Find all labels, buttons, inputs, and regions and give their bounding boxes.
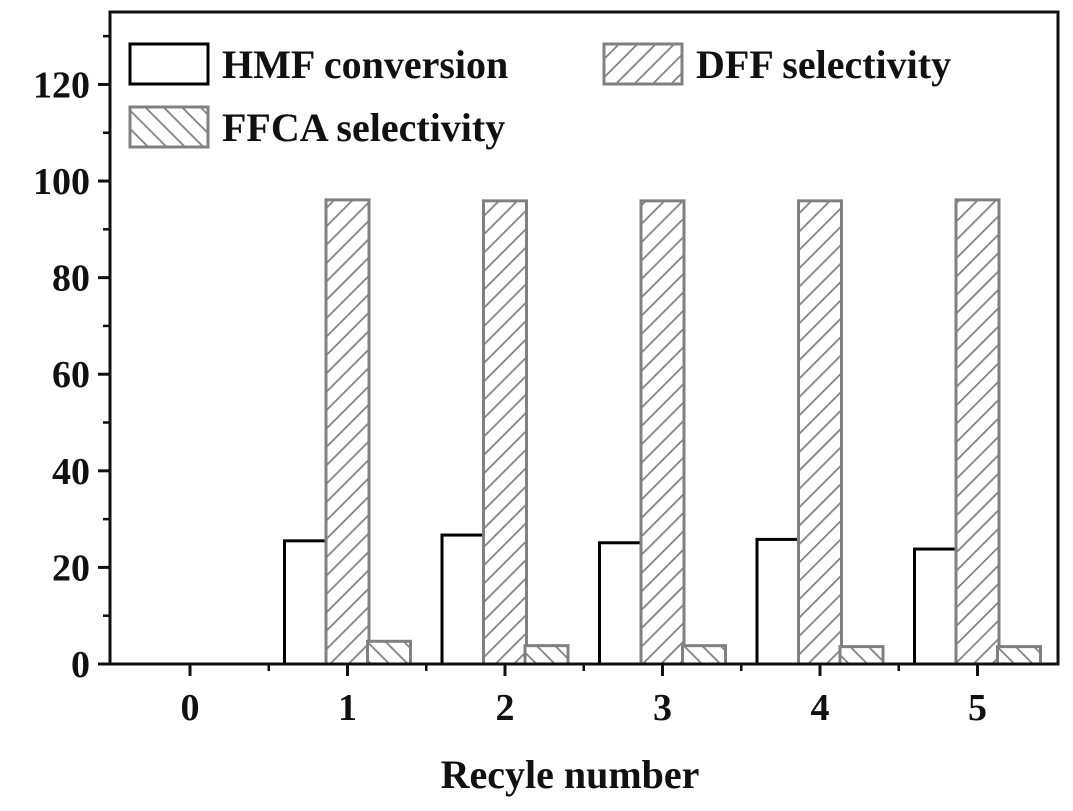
- y-tick-label: 120: [33, 64, 90, 106]
- x-tick-label: 4: [811, 687, 830, 729]
- x-axis-title: Recyle number: [441, 752, 700, 797]
- legend: HMF conversion DFF selectivity FFCA sele…: [128, 42, 951, 150]
- legend-item-dff-selectivity: DFF selectivity: [602, 42, 951, 87]
- bar-hmf-conversion-4: [755, 537, 802, 666]
- legend-item-hmf-conversion: HMF conversion: [128, 42, 508, 87]
- bar-hmf-conversion-3: [598, 541, 644, 666]
- legend-swatch-dff-selectivity: [602, 42, 684, 86]
- x-axis: 0 1 2 3 4 5: [181, 664, 987, 729]
- bar-ffca-selectivity-3: [681, 644, 727, 666]
- legend-item-ffca-selectivity: FFCA selectivity: [128, 105, 505, 150]
- bar-dff-selectivity-1: [324, 198, 371, 666]
- bar-hmf-conversion-5: [913, 547, 959, 666]
- bar-ffca-selectivity-1: [366, 639, 412, 666]
- bar-ffca-selectivity-5: [996, 645, 1042, 666]
- bars-layer: [283, 198, 1042, 666]
- bar-hmf-conversion-1: [283, 539, 329, 666]
- x-tick-label: 1: [338, 687, 357, 729]
- bar-dff-selectivity-2: [482, 199, 528, 666]
- bar-ffca-selectivity-4: [838, 645, 885, 666]
- bar-ffca-selectivity-2: [523, 644, 570, 666]
- legend-label-ffca-selectivity: FFCA selectivity: [222, 105, 505, 150]
- x-tick-label: 0: [181, 687, 200, 729]
- x-tick-label: 2: [496, 687, 515, 729]
- y-tick-label: 20: [52, 547, 90, 589]
- bar-dff-selectivity-4: [797, 199, 843, 666]
- legend-label-dff-selectivity: DFF selectivity: [696, 42, 951, 87]
- bar-hmf-conversion-2: [440, 533, 487, 666]
- x-tick-label: 5: [968, 687, 987, 729]
- y-tick-label: 40: [52, 451, 90, 493]
- x-tick-label: 3: [653, 687, 672, 729]
- y-tick-label: 80: [52, 258, 90, 300]
- y-axis: 0 20 40 60 80 100 120: [33, 34, 110, 686]
- bar-dff-selectivity-5: [954, 198, 1001, 666]
- legend-label-hmf-conversion: HMF conversion: [222, 42, 508, 87]
- y-tick-label: 60: [52, 354, 90, 396]
- y-tick-label: 0: [71, 644, 90, 686]
- legend-swatch-ffca-selectivity: [128, 105, 210, 149]
- legend-swatch-hmf-conversion: [128, 42, 210, 86]
- bar-dff-selectivity-3: [639, 199, 686, 666]
- y-tick-label: 100: [33, 161, 90, 203]
